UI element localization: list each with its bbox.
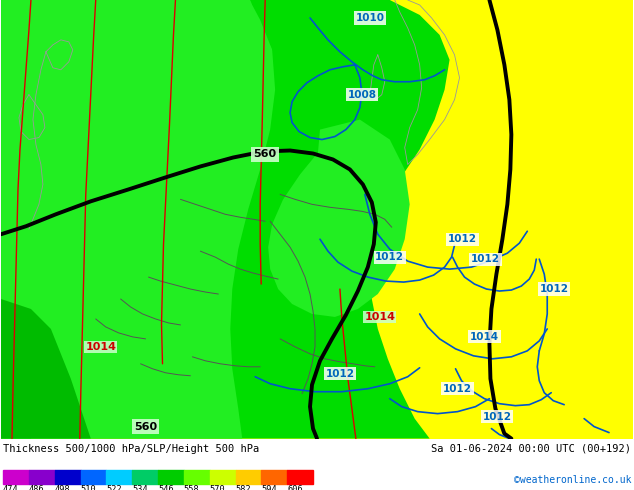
Bar (158, 470, 184, 484)
Polygon shape (1, 0, 633, 439)
Text: 1014: 1014 (85, 342, 116, 352)
Bar (3, 470, 29, 484)
Bar (55, 470, 81, 484)
Text: 1012: 1012 (325, 369, 354, 379)
Bar (107, 470, 132, 484)
Bar (261, 470, 287, 484)
Text: 1014: 1014 (470, 332, 499, 342)
Polygon shape (250, 0, 404, 120)
Text: 546: 546 (158, 485, 174, 490)
Text: 558: 558 (184, 485, 200, 490)
Text: Thickness 500/1000 hPa/SLP/Height 500 hPa: Thickness 500/1000 hPa/SLP/Height 500 hP… (3, 443, 259, 454)
Bar (235, 470, 261, 484)
Polygon shape (1, 299, 91, 439)
Bar (132, 470, 158, 484)
Text: 1012: 1012 (448, 234, 477, 244)
Text: 474: 474 (3, 485, 19, 490)
Text: Sa 01-06-2024 00:00 UTC (00+192): Sa 01-06-2024 00:00 UTC (00+192) (431, 443, 631, 454)
Polygon shape (1, 0, 86, 439)
Text: 1008: 1008 (347, 90, 377, 99)
Text: 1012: 1012 (540, 284, 569, 294)
Text: 560: 560 (134, 421, 157, 432)
Bar (210, 470, 235, 484)
Text: 1010: 1010 (355, 13, 384, 23)
Polygon shape (268, 120, 410, 317)
Text: 1014: 1014 (365, 312, 395, 322)
Text: 560: 560 (254, 149, 276, 159)
Bar (184, 470, 210, 484)
Text: 534: 534 (132, 485, 148, 490)
Text: 486: 486 (29, 485, 44, 490)
Text: 594: 594 (261, 485, 277, 490)
Text: 606: 606 (287, 485, 303, 490)
Polygon shape (1, 0, 450, 439)
Text: ©weatheronline.co.uk: ©weatheronline.co.uk (514, 475, 631, 485)
Polygon shape (1, 0, 275, 439)
Text: 522: 522 (107, 485, 122, 490)
Text: 498: 498 (55, 485, 70, 490)
Text: 1012: 1012 (443, 384, 472, 393)
Bar (81, 470, 107, 484)
Text: 1012: 1012 (375, 252, 404, 262)
Text: 1012: 1012 (471, 254, 500, 264)
Bar (287, 470, 313, 484)
Text: 1012: 1012 (483, 412, 512, 421)
Bar (29, 470, 55, 484)
Text: 582: 582 (235, 485, 251, 490)
Text: 570: 570 (210, 485, 226, 490)
Text: 510: 510 (81, 485, 96, 490)
